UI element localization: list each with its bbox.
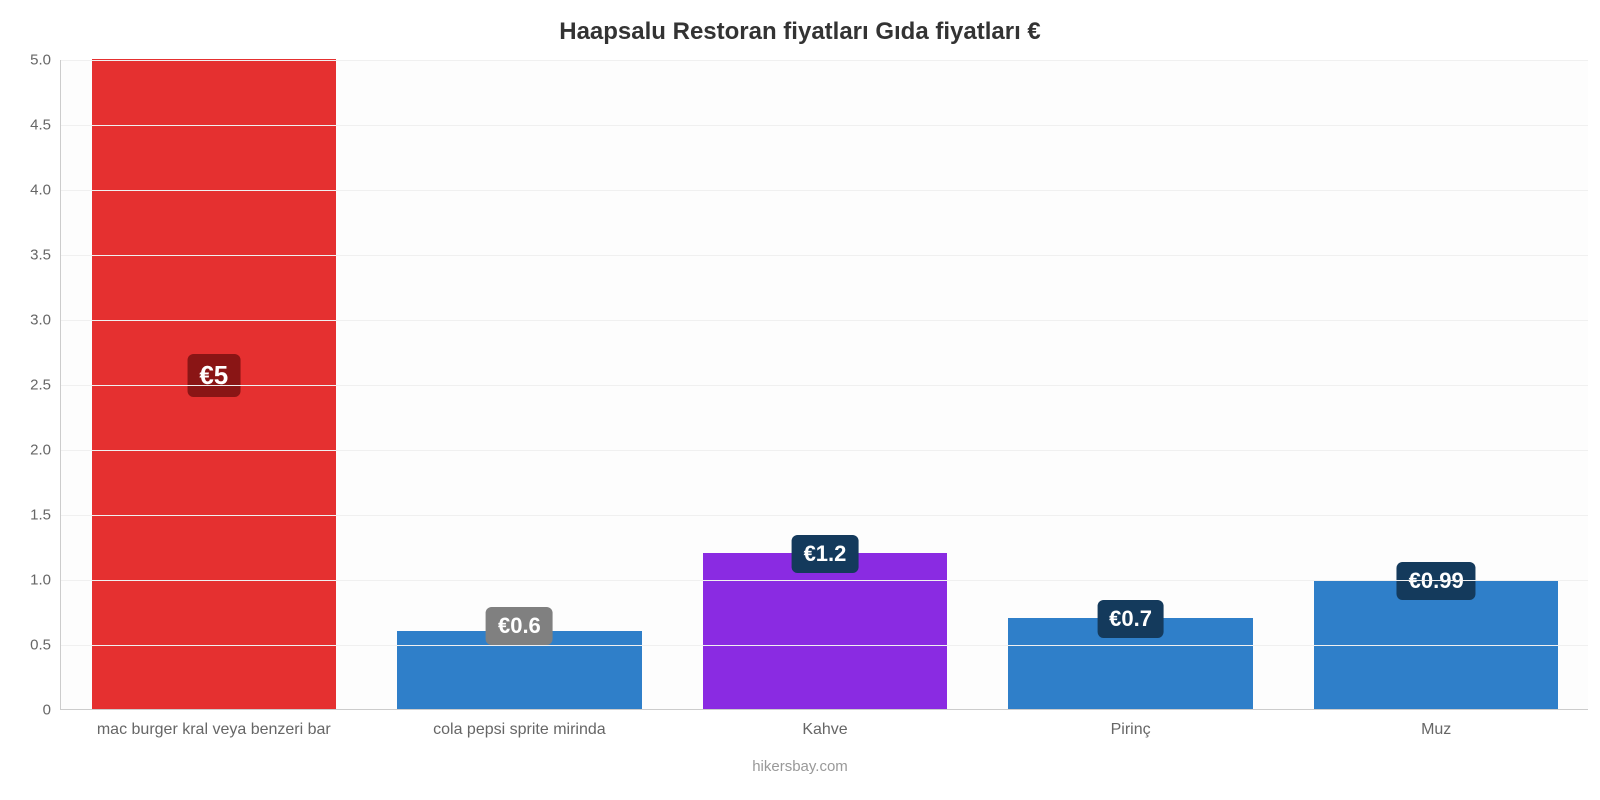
y-tick-label: 0.5 — [30, 637, 61, 654]
gridline — [61, 580, 1588, 581]
gridline — [61, 385, 1588, 386]
gridline — [61, 190, 1588, 191]
x-tick-label: Kahve — [802, 709, 847, 739]
plot-area: €5€0.6€1.2€0.7€0.99 00.51.01.52.02.53.03… — [60, 60, 1588, 710]
y-tick-label: 4.5 — [30, 117, 61, 134]
x-tick-label: Pirinç — [1111, 709, 1151, 739]
chart-title: Haapsalu Restoran fiyatları Gıda fiyatla… — [0, 18, 1600, 46]
gridline — [61, 645, 1588, 646]
gridline — [61, 450, 1588, 451]
y-tick-label: 1.5 — [30, 507, 61, 524]
y-tick-label: 0 — [43, 702, 61, 719]
value-badge: €0.6 — [486, 607, 553, 645]
gridline — [61, 320, 1588, 321]
value-badge: €1.2 — [792, 535, 859, 573]
value-badge: €0.7 — [1097, 600, 1164, 638]
y-tick-label: 5.0 — [30, 52, 61, 69]
y-tick-label: 4.0 — [30, 182, 61, 199]
x-tick-label: cola pepsi sprite mirinda — [433, 709, 606, 739]
y-tick-label: 3.0 — [30, 312, 61, 329]
y-tick-label: 1.0 — [30, 572, 61, 589]
x-tick-label: Muz — [1421, 709, 1451, 739]
attribution-text: hikersbay.com — [0, 758, 1600, 775]
x-tick-label: mac burger kral veya benzeri bar — [97, 709, 331, 739]
bar: €0.7 — [1008, 618, 1252, 709]
y-tick-label: 3.5 — [30, 247, 61, 264]
gridline — [61, 60, 1588, 61]
gridline — [61, 125, 1588, 126]
bar: €1.2 — [703, 553, 947, 709]
gridline — [61, 255, 1588, 256]
price-bar-chart: Haapsalu Restoran fiyatları Gıda fiyatla… — [0, 0, 1600, 800]
gridline — [61, 515, 1588, 516]
bar: €0.6 — [397, 631, 641, 709]
y-tick-label: 2.0 — [30, 442, 61, 459]
y-tick-label: 2.5 — [30, 377, 61, 394]
value-badge: €5 — [187, 354, 240, 397]
value-badge: €0.99 — [1397, 562, 1476, 600]
bar: €5 — [92, 59, 336, 709]
